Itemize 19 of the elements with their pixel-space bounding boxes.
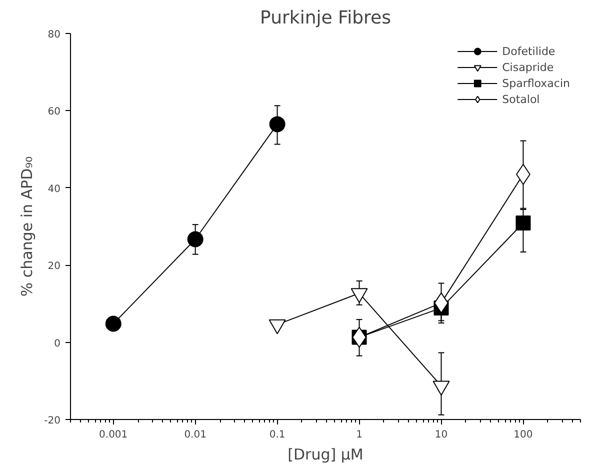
y-tick-label: 60: [48, 106, 61, 118]
x-tick-label: 10: [434, 430, 448, 440]
y-axis-title: % change in APD₉₀: [18, 156, 36, 297]
x-tick-label: 100: [514, 430, 533, 440]
legend-label: Sparfloxacin: [502, 76, 570, 90]
y-tick-label: -20: [44, 416, 61, 426]
x-tick-label: 0.01: [184, 430, 206, 440]
x-tick-label: 0.1: [269, 430, 286, 440]
x-tick-label: 1: [356, 430, 362, 440]
y-tick-label: 20: [48, 261, 61, 272]
y-tick-label: 0: [54, 338, 61, 350]
x-tick-label: 0.001: [99, 430, 128, 440]
y-tick-label: 40: [48, 184, 61, 195]
chart-title: Purkinje Fibres: [260, 8, 391, 28]
x-axis-title: [Drug] μM: [288, 446, 364, 464]
legend-label: Cisapride: [502, 60, 554, 74]
legend-label: Dofetilide: [502, 44, 556, 58]
legend-label: Sotalol: [502, 92, 540, 106]
y-tick-label: 80: [48, 30, 61, 40]
